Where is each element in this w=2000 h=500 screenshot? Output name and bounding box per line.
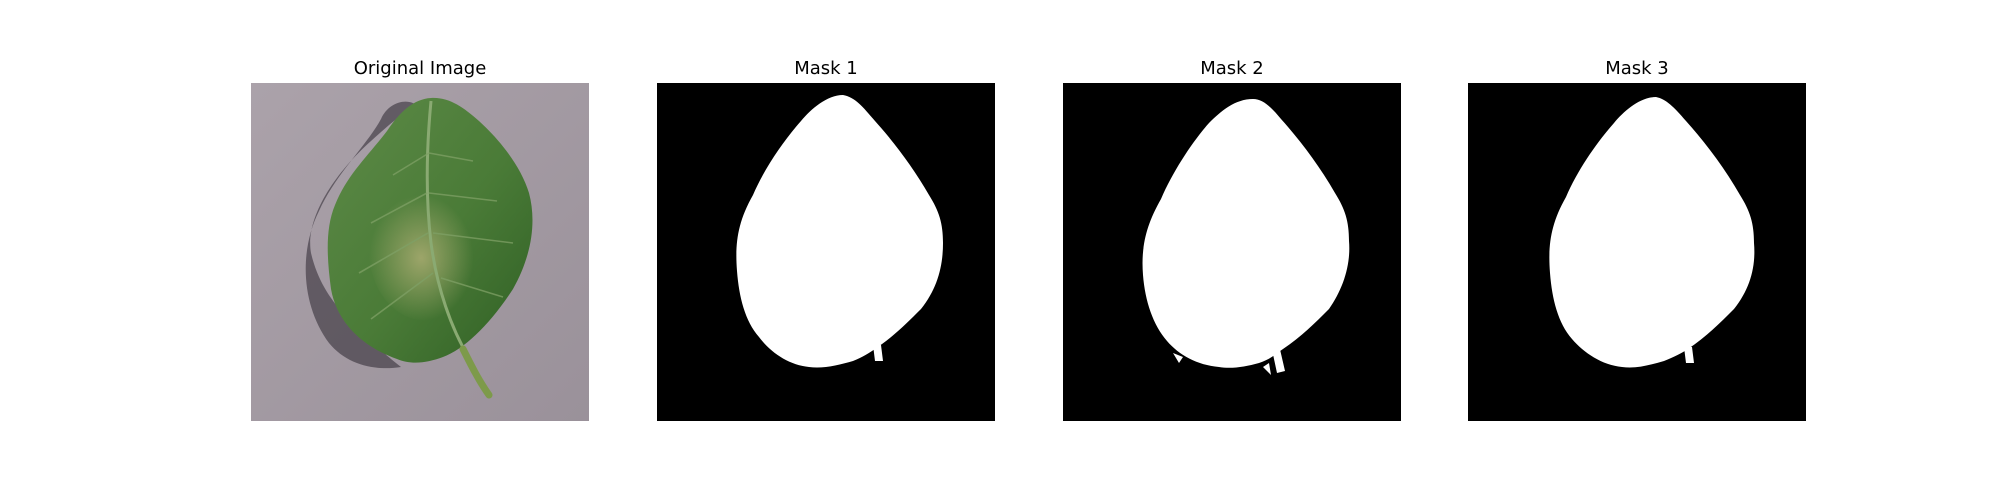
- leaf-veins: [358, 152, 514, 320]
- mask-1-leaf-region: [736, 95, 943, 368]
- panel-mask-2: Mask 2: [1063, 55, 1401, 421]
- panel-title-mask-2: Mask 2: [1200, 58, 1264, 79]
- mask-1-image: [657, 83, 995, 421]
- leaf-stem: [459, 345, 493, 399]
- mask-2-image: [1063, 83, 1401, 421]
- panel-title-original: Original Image: [353, 58, 487, 79]
- panel-title-mask-3: Mask 3: [1605, 58, 1669, 79]
- mask-3-image: [1468, 83, 1806, 421]
- leaf-disease-spots: [369, 181, 485, 321]
- panel-original-image: Original Image: [251, 55, 589, 421]
- original-leaf-photo: [251, 83, 589, 421]
- mask-2-stem-fragment: [1271, 345, 1285, 373]
- mask-2-leaf-region: [1142, 99, 1350, 368]
- panel-mask-1: Mask 1: [657, 55, 995, 421]
- panel-mask-3: Mask 3: [1468, 55, 1806, 421]
- panel-title-mask-1: Mask 1: [794, 58, 858, 79]
- mask-3-stem-fragment: [1684, 347, 1694, 363]
- mask-3-leaf-region: [1549, 97, 1755, 368]
- leaf-midrib: [425, 100, 471, 359]
- mask-1-stem-fragment: [873, 345, 883, 361]
